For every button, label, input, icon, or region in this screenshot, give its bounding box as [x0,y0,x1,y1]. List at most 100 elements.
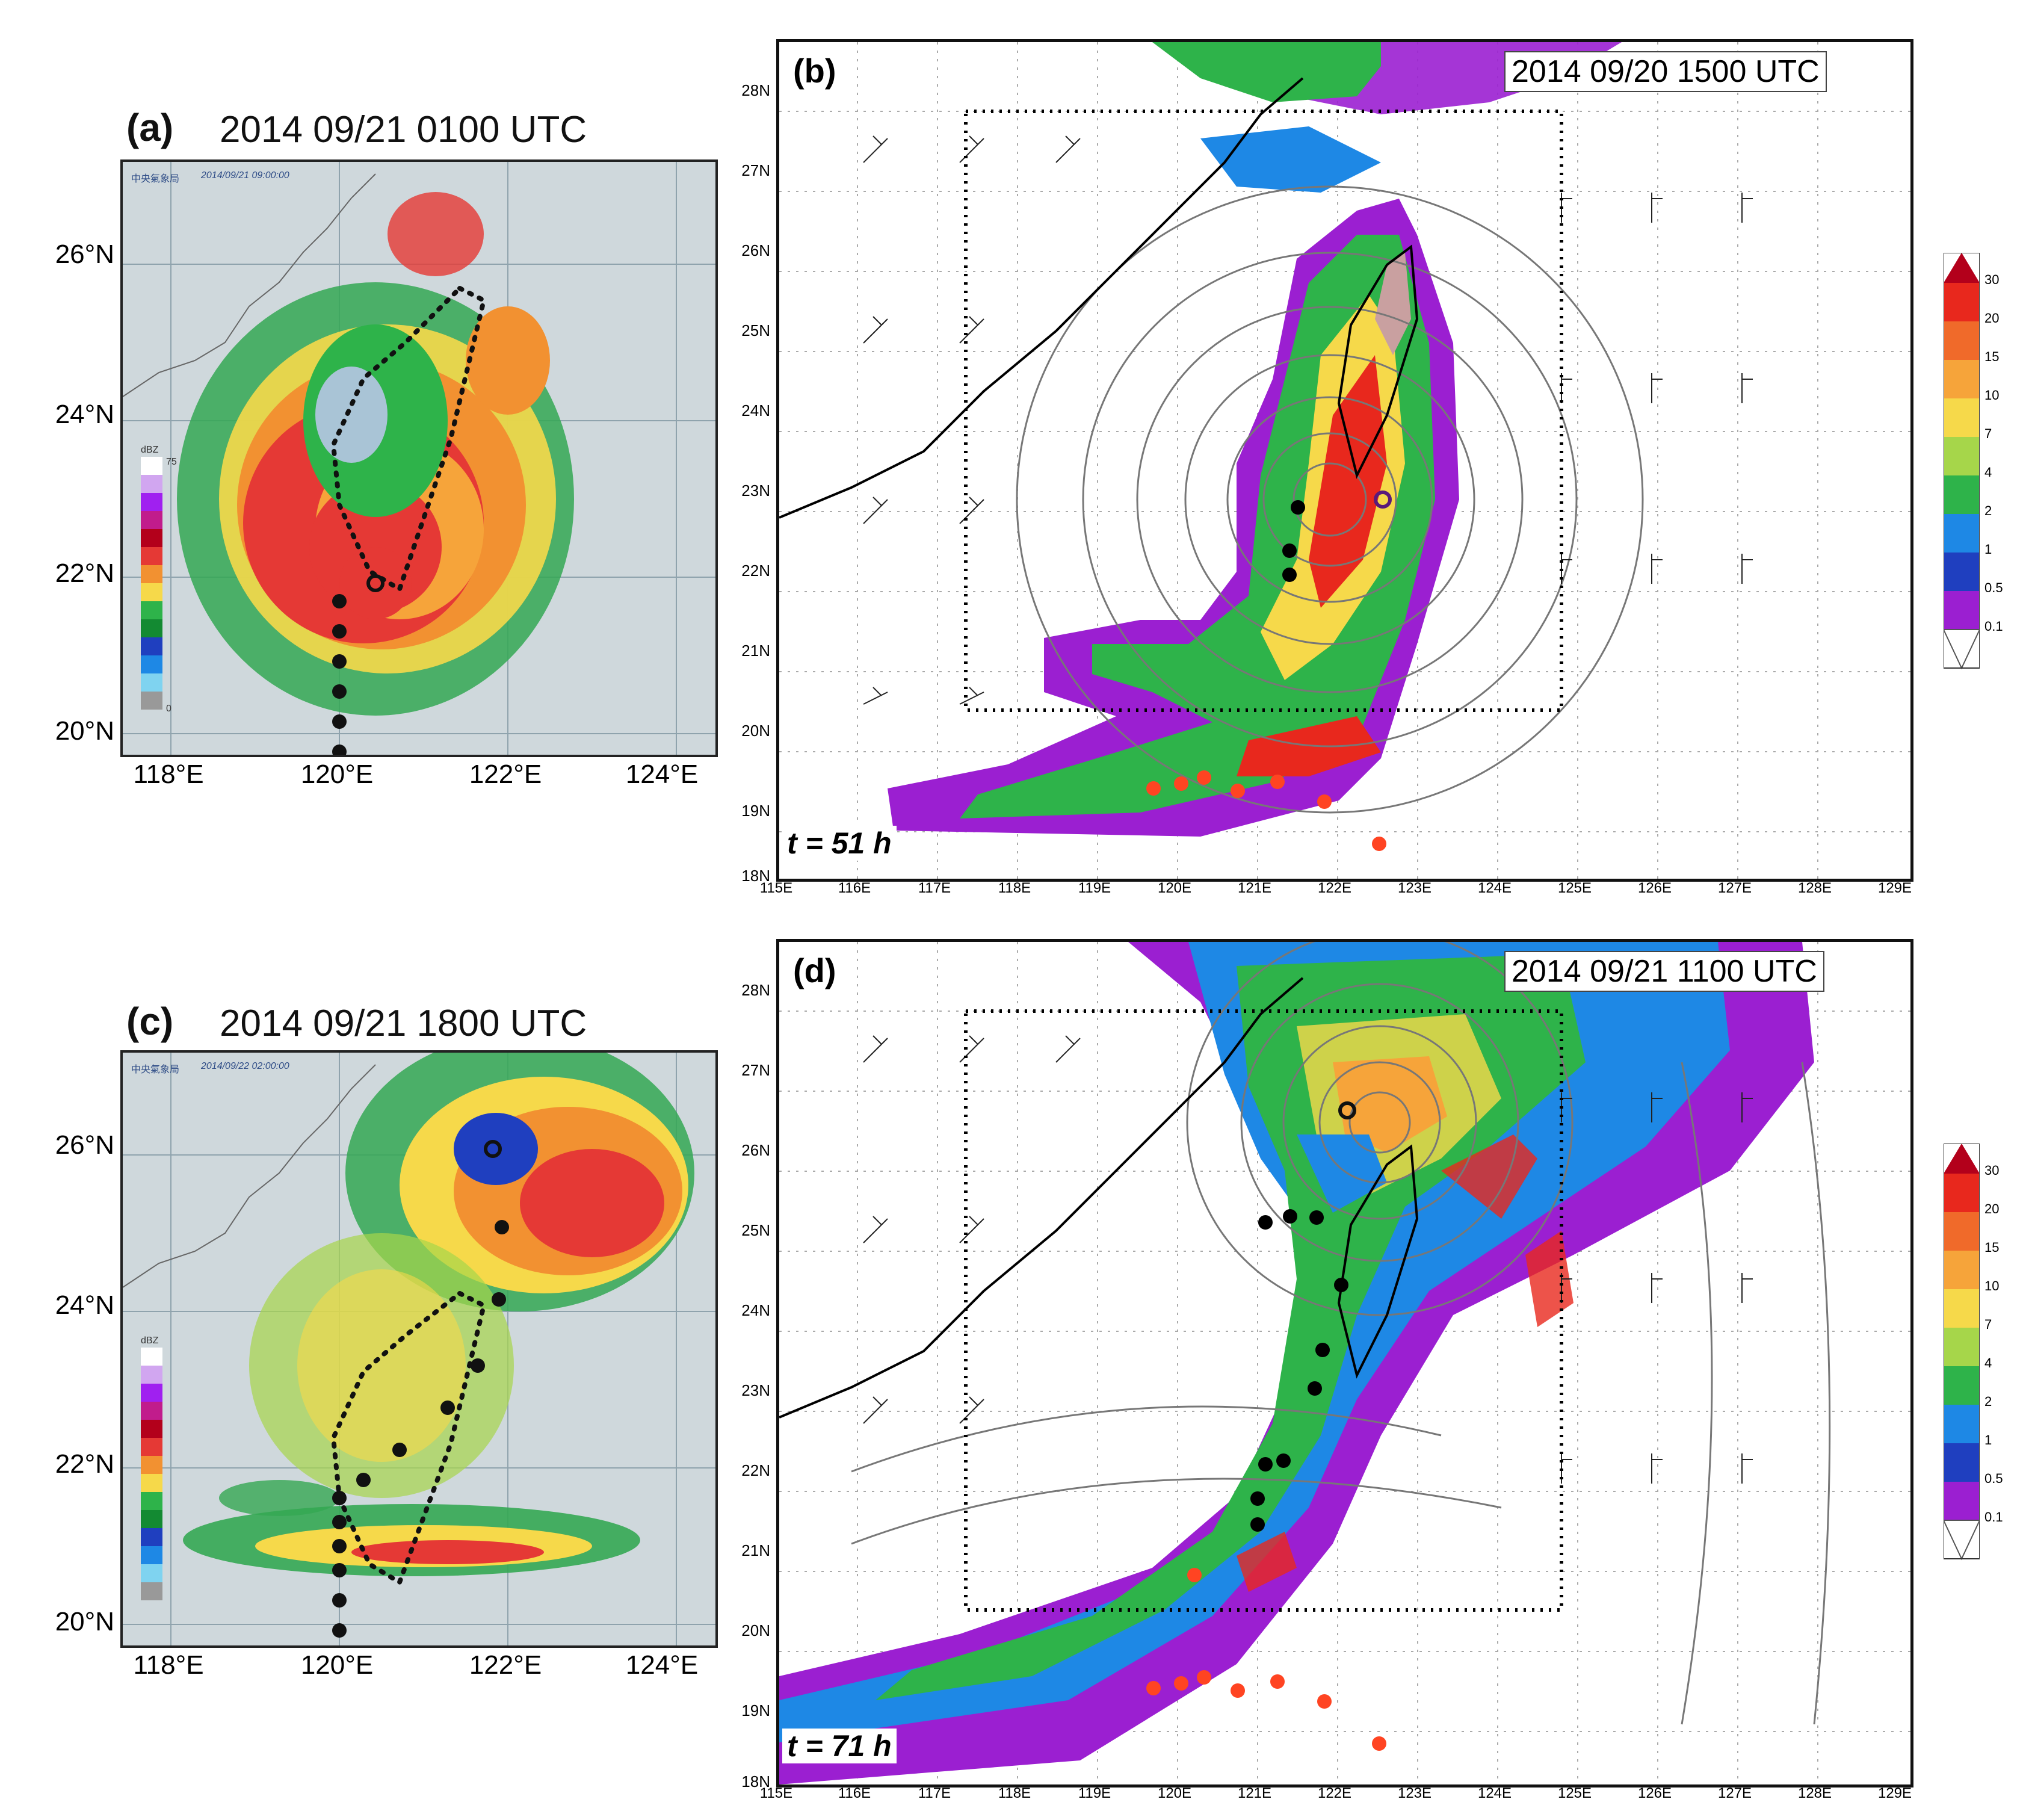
d-lon-115: 115E [759,1785,793,1801]
radar-unit-c: dBZ [141,1336,159,1346]
typhoon-center-d [1338,1101,1356,1119]
radar-stamp-c: 2014/09/22 02:00:00 [201,1061,289,1071]
d-lon-124: 124E [1477,1785,1512,1801]
d-lon-126: 126E [1637,1785,1672,1801]
typhoon-echo-a [177,192,574,716]
radar-a-lat-22: 22°N [55,559,114,588]
cbar-bot-0.1: 0.1 [1984,1509,2003,1524]
b-lon-120: 120E [1157,880,1192,896]
typhoon-echo-c [183,1053,694,1576]
d-lat-22: 22N [741,1461,770,1479]
d-lat-27: 27N [741,1061,770,1079]
b-lat-21: 21N [741,642,770,660]
panel-b-tag: (b) [793,52,836,90]
cbar-top-4: 4 [1984,465,1992,480]
cbar-bot-4: 4 [1984,1355,1992,1370]
b-lat-20: 20N [741,722,770,740]
d-lon-120: 120E [1157,1785,1192,1801]
radar-c-lon-118: 118°E [133,1650,204,1680]
d-lat-25: 25N [741,1221,770,1239]
cbar-top-20: 20 [1984,311,2000,326]
panel-d-time: 2014 09/21 1100 UTC [1504,951,1824,992]
radar-reflectivity-a [123,162,715,755]
b-lat-26: 26N [741,241,770,259]
d-lon-121: 121E [1237,1785,1272,1801]
b-lat-24: 24N [741,401,770,419]
radar-c-lon-122: 122°E [469,1650,542,1680]
d-lon-128: 128E [1797,1785,1832,1801]
model-map-d [776,939,1913,1788]
panel-c-time: 2014 09/21 1800 UTC [220,1003,587,1044]
b-lon-116: 116E [838,880,871,896]
track-points-d [1250,1209,1348,1532]
radar-reflectivity-c [123,1053,715,1645]
red-points-d [1146,1568,1386,1751]
b-lat-25: 25N [741,321,770,339]
radar-map-c: 中央氣象局 2014/09/22 02:00:00 dBZ [120,1050,718,1648]
d-lon-119: 119E [1078,1785,1111,1801]
b-lon-118: 118E [998,880,1031,896]
d-lat-19: 19N [741,1701,770,1719]
radar-map-a: 中央氣象局 2014/09/21 09:00:00 dBZ 75 0 [120,159,718,757]
track-points-b [1282,500,1305,582]
rainfall-shading-d [779,942,1814,1784]
b-lat-22: 22N [741,562,770,580]
cbar-bot-7: 7 [1984,1317,1992,1332]
radar-a-lon-118: 118°E [133,760,204,789]
cbar-top-0.1: 0.1 [1984,619,2003,634]
cbar-bot-30: 30 [1984,1163,2000,1178]
b-lon-128: 128E [1797,880,1832,896]
panel-a-tag: (a) [126,106,174,149]
radar-legend-bottom-a: 0 [166,704,171,714]
b-lat-19: 19N [741,802,770,820]
d-lon-118: 118E [998,1785,1031,1801]
b-lon-129: 129E [1877,880,1912,896]
b-lon-121: 121E [1237,880,1272,896]
b-lat-23: 23N [741,481,770,500]
b-lat-18: 18N [741,867,770,885]
radar-a-lon-124: 124°E [625,760,699,789]
cbar-bot-0.5: 0.5 [1984,1471,2003,1486]
cbar-bot-2: 2 [1984,1394,1992,1409]
d-lon-123: 123E [1397,1785,1432,1801]
d-lon-117: 117E [918,1785,951,1801]
panel-a-time: 2014 09/21 0100 UTC [220,109,587,150]
cbar-top-15: 15 [1984,349,2000,364]
d-lon-125: 125E [1557,1785,1592,1801]
panel-b-hour: t = 51 h [782,826,897,861]
model-field-b [779,42,1910,879]
isobars-d [851,942,1831,1725]
b-lon-117: 117E [918,880,951,896]
b-lon-119: 119E [1078,880,1111,896]
cbar-top-0.5: 0.5 [1984,580,2003,595]
cbar-bot-1: 1 [1984,1432,1992,1447]
rain-colorbar-top [1942,252,1981,701]
panel-d-hour: t = 71 h [782,1729,897,1763]
panel-b-time: 2014 09/20 1500 UTC [1504,51,1827,92]
radar-a-lat-26: 26°N [55,240,114,269]
radar-legend-top-a: 75 [166,457,177,467]
b-lon-122: 122E [1317,880,1352,896]
radar-agency-c: 中央氣象局 [131,1065,180,1075]
d-lat-24: 24N [741,1301,770,1319]
radar-agency-a: 中央氣象局 [131,174,180,184]
radar-c-lat-20: 20°N [55,1607,114,1636]
b-lat-28: 28N [741,81,770,99]
typhoon-center-marker-c [484,1140,502,1158]
d-lat-26: 26N [741,1141,770,1159]
cbar-top-30: 30 [1984,272,2000,287]
radar-c-lon-120: 120°E [300,1650,374,1680]
d-lat-28: 28N [741,981,770,999]
radar-dbz-legend-c [141,1348,162,1600]
d-lat-23: 23N [741,1381,770,1399]
rainfall-shading-b [888,42,1622,837]
track-points-a [332,594,347,755]
d-lon-127: 127E [1717,1785,1752,1801]
radar-stamp-a: 2014/09/21 09:00:00 [201,170,289,181]
d-lon-122: 122E [1317,1785,1352,1801]
radar-a-lat-20: 20°N [55,716,114,746]
b-lon-115: 115E [759,880,793,896]
cbar-top-7: 7 [1984,426,1992,441]
d-lon-116: 116E [838,1785,871,1801]
radar-c-lat-22: 22°N [55,1449,114,1479]
